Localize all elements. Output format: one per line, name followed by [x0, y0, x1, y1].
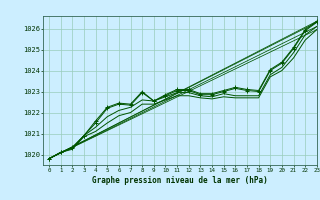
X-axis label: Graphe pression niveau de la mer (hPa): Graphe pression niveau de la mer (hPa) — [92, 176, 268, 185]
